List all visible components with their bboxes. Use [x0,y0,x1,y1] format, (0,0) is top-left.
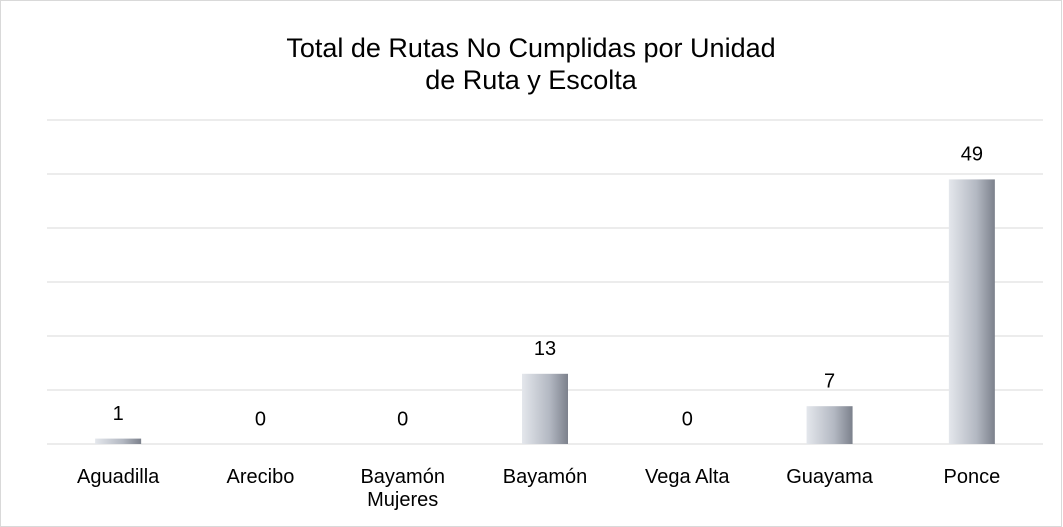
x-tick-label: Arecibo [226,466,295,488]
x-tick-label: Aguadilla [76,466,160,488]
x-tick-label: Vega Alta [645,466,730,488]
data-label: 13 [534,338,556,360]
bar [806,406,853,444]
x-tick-label: Bayamón Mujeres [360,466,445,511]
data-label: 0 [255,408,266,430]
bar [95,438,142,444]
bar [948,179,995,444]
chart-title: Total de Rutas No Cumplidas por Unidad d… [286,33,776,95]
data-label: 0 [682,408,693,430]
x-tick-label: Ponce [943,466,1001,488]
data-label: 7 [824,370,835,392]
x-tick-label: Bayamón [502,466,588,488]
data-label: 1 [113,403,124,425]
data-label: 0 [397,408,408,430]
data-label: 49 [961,144,983,166]
bar [522,373,568,444]
x-tick-label: Guayama [786,466,873,488]
